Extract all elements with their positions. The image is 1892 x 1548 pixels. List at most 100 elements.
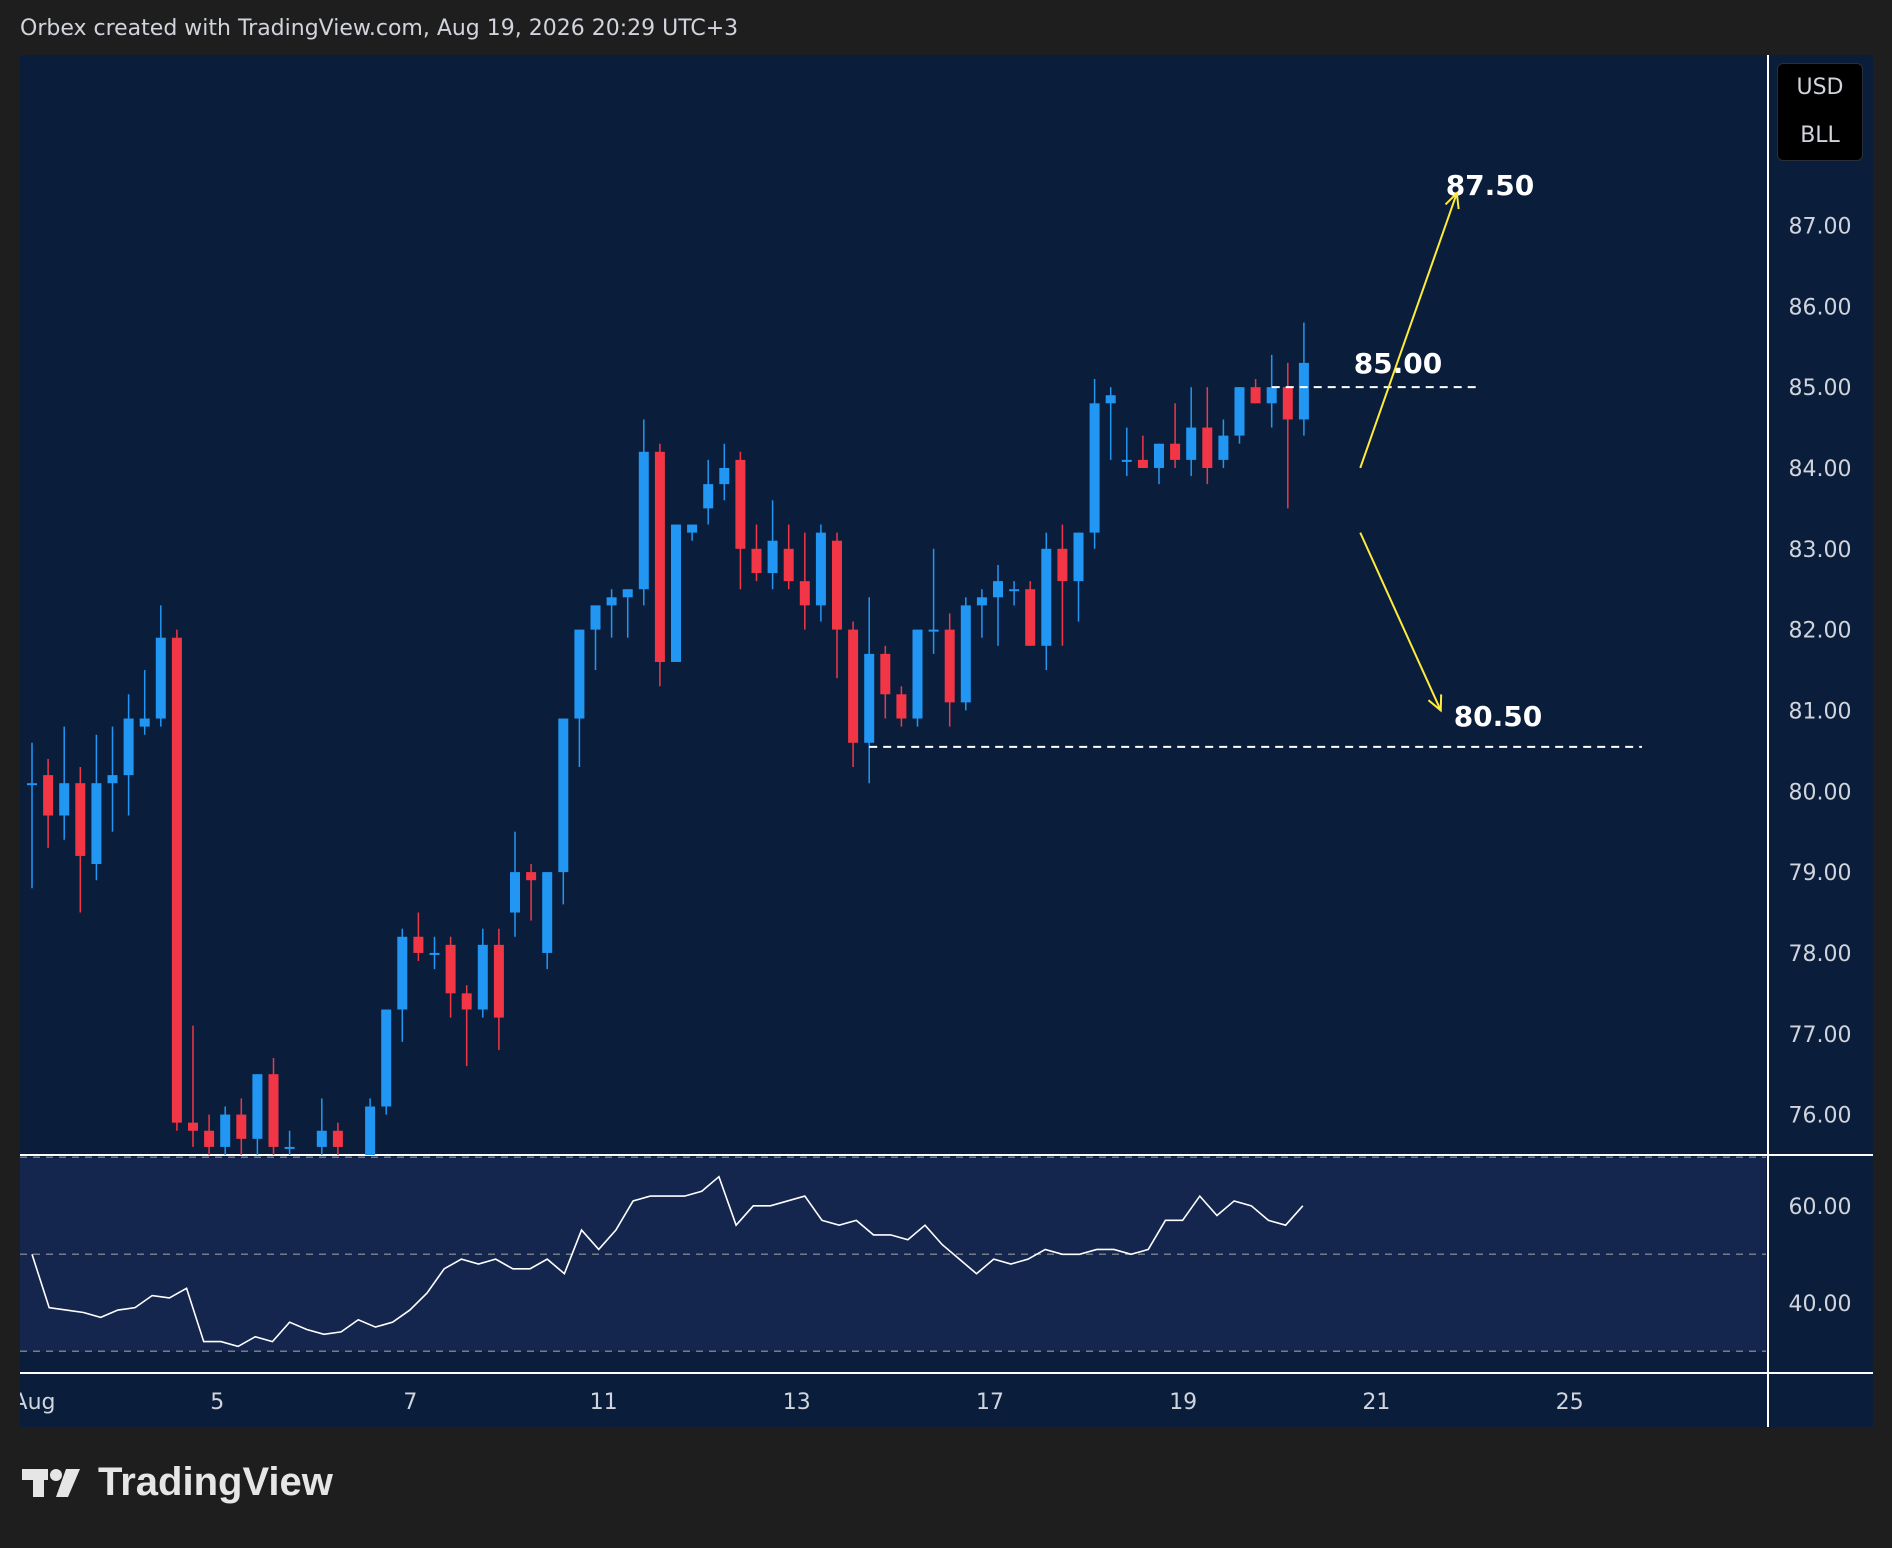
candle-body — [139, 718, 150, 727]
time-tick-label: 11 — [590, 1390, 618, 1415]
candle-body — [107, 775, 118, 784]
scenario-arrow-0 — [1359, 192, 1458, 469]
arrow-head-0 — [1444, 190, 1460, 210]
candle-body — [381, 1009, 392, 1107]
candle-body — [43, 775, 54, 816]
candle-body — [188, 1122, 198, 1131]
candle-body — [574, 629, 585, 719]
candle-body — [1137, 459, 1148, 468]
candle-body — [268, 1074, 279, 1147]
candle-body — [542, 872, 553, 953]
price-tick-label: 87.00 — [1789, 214, 1852, 239]
tradingview-logo[interactable]: TradingView — [22, 1460, 333, 1505]
candle-body — [1186, 427, 1197, 460]
candle-body — [1041, 548, 1052, 646]
candle-body — [799, 581, 810, 606]
candle-body — [1057, 548, 1068, 582]
candle-body — [1298, 362, 1309, 420]
candle-body — [558, 718, 569, 873]
candle-body — [155, 637, 166, 719]
candle-body — [1170, 443, 1181, 460]
candle-body — [864, 653, 875, 743]
candles — [27, 322, 1309, 1155]
candle-body — [1121, 459, 1132, 462]
time-tick-label: 5 — [210, 1390, 224, 1415]
candle-body — [671, 524, 681, 662]
price-tick-label: 84.00 — [1789, 457, 1852, 482]
candle-body — [316, 1130, 327, 1147]
candle-body — [1105, 395, 1116, 404]
candle-body — [477, 944, 488, 1010]
candle-body — [75, 783, 86, 856]
time-tick-label: 13 — [783, 1390, 811, 1415]
candle-body — [767, 540, 778, 574]
level-label-1: 80.50 — [1454, 700, 1543, 733]
candle-body — [413, 936, 424, 953]
candle-body — [703, 484, 714, 509]
candle-body — [397, 936, 408, 1010]
time-tick-label: 21 — [1362, 1390, 1390, 1415]
candle-body — [1282, 387, 1293, 420]
rsi-tick-label: 40.00 — [1789, 1292, 1852, 1317]
candle-body — [976, 597, 987, 606]
arrow-head-1 — [1427, 694, 1443, 713]
candle-body — [1154, 443, 1164, 468]
target-label-0: 87.50 — [1446, 169, 1535, 202]
candle-body — [493, 944, 504, 1018]
candle-body — [220, 1114, 231, 1147]
chart-area[interactable]: 85.0080.5087.5088.0087.0086.0085.0084.00… — [20, 55, 1873, 1427]
candle-body — [735, 459, 746, 549]
candle-body — [928, 629, 939, 632]
chart-caption: Orbex created with TradingView.com, Aug … — [20, 16, 739, 41]
price-tick-label: 77.00 — [1789, 1023, 1852, 1048]
candle-body — [171, 637, 182, 1123]
price-tick-label: 78.00 — [1789, 942, 1852, 967]
price-tick-label: 79.00 — [1789, 861, 1852, 886]
time-tick-label: 7 — [403, 1390, 417, 1415]
candle-body — [123, 718, 134, 776]
time-tick-label: 25 — [1556, 1390, 1584, 1415]
currency-badge[interactable]: USD BLL — [1777, 63, 1863, 161]
candlestick-chart[interactable]: 85.0080.5087.5088.0087.0086.0085.0084.00… — [20, 55, 1873, 1427]
time-tick-label: 19 — [1169, 1390, 1197, 1415]
candle-body — [365, 1106, 376, 1155]
candle-body — [832, 540, 842, 630]
candle-body — [912, 629, 923, 719]
candle-body — [510, 872, 520, 913]
candle-body — [284, 1146, 295, 1149]
candle-body — [719, 467, 730, 485]
price-tick-label: 76.00 — [1789, 1104, 1852, 1129]
candle-body — [526, 872, 537, 881]
candle-body — [91, 783, 102, 865]
candle-body — [960, 605, 971, 703]
scenario-arrow-1 — [1359, 532, 1442, 711]
candle-body — [1073, 532, 1084, 582]
rsi-tick-label: 60.00 — [1789, 1195, 1852, 1220]
candle-body — [27, 783, 37, 786]
price-tick-label: 82.00 — [1789, 619, 1852, 644]
candle-body — [1025, 589, 1036, 646]
candle-body — [590, 605, 601, 630]
level-label-0: 85.00 — [1354, 347, 1443, 380]
candle-body — [59, 783, 70, 816]
time-tick-label: 17 — [976, 1390, 1004, 1415]
candle-body — [783, 548, 794, 582]
candle-body — [332, 1130, 343, 1147]
time-tick-label: Aug — [20, 1390, 55, 1415]
candle-body — [896, 694, 907, 719]
candle-body — [1202, 427, 1213, 468]
candle-body — [687, 524, 698, 533]
price-tick-label: 85.00 — [1789, 376, 1852, 401]
candle-body — [880, 653, 891, 695]
unit-label: BLL — [1800, 123, 1840, 148]
tradingview-logo-icon — [22, 1468, 80, 1497]
candle-body — [654, 451, 665, 662]
candle-body — [638, 451, 649, 590]
candle-body — [606, 597, 617, 606]
candle-body — [1234, 387, 1245, 436]
candle-body — [252, 1074, 263, 1139]
candle-body — [815, 532, 826, 606]
candle-body — [1218, 435, 1229, 460]
tradingview-wordmark: TradingView — [98, 1460, 333, 1504]
candle-body — [236, 1114, 247, 1139]
